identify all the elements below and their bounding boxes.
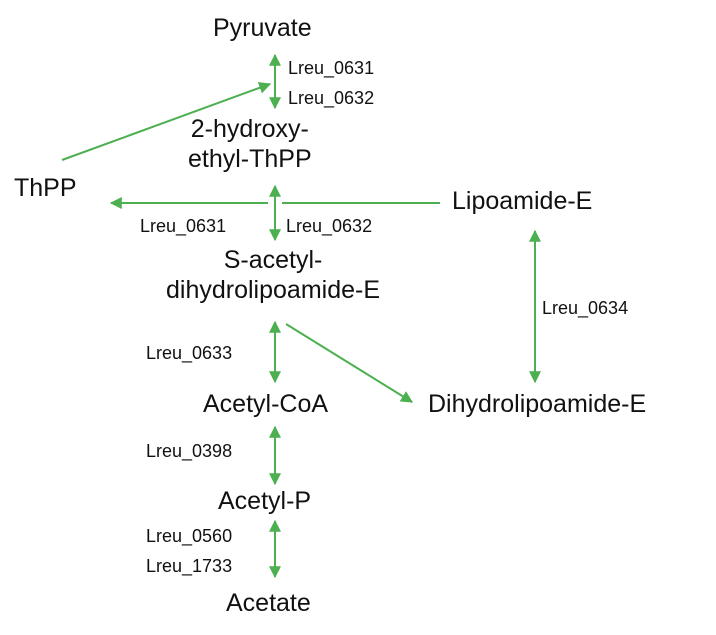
metabolite-acetate: Acetate bbox=[226, 589, 311, 617]
metabolite-dihydrolipoamide-e: Dihydrolipoamide-E bbox=[428, 390, 647, 418]
metabolite-acetyl-p: Acetyl-P bbox=[218, 487, 312, 515]
metabolite-hydroxyethyl-thpp: 2-hydroxy- ethyl-ThPP bbox=[188, 115, 312, 173]
metabolite-lipoamide-e: Lipoamide-E bbox=[452, 187, 593, 215]
enzyme-label-decarboxylation-left: Lreu_0631 bbox=[140, 216, 227, 236]
thpp-input-arrow bbox=[61, 82, 272, 161]
enzyme-label-acetyl-coa-step: Lreu_0633 bbox=[146, 343, 233, 363]
enzyme-label-acetyl-p-step: Lreu_0398 bbox=[146, 441, 233, 461]
metabolite-thpp: ThPP bbox=[14, 174, 77, 202]
enzyme-label-acetate-step: Lreu_0560 Lreu_1733 bbox=[146, 526, 233, 576]
metabolite-s-acetyl-dihydrolipoamide-e: S-acetyl- dihydrolipoamide-E bbox=[166, 246, 381, 304]
enzyme-label-decarboxylation-right: Lreu_0632 bbox=[286, 216, 373, 236]
sacetyl-dihydrolipoamide-arrow bbox=[285, 323, 414, 403]
metabolite-acetyl-coa: Acetyl-CoA bbox=[203, 390, 329, 418]
enzyme-label-lipoamide-cycle: Lreu_0634 bbox=[542, 298, 629, 318]
enzyme-label-pyruvate-step: Lreu_0631 Lreu_0632 bbox=[288, 58, 375, 108]
metabolite-pyruvate: Pyruvate bbox=[213, 14, 312, 42]
